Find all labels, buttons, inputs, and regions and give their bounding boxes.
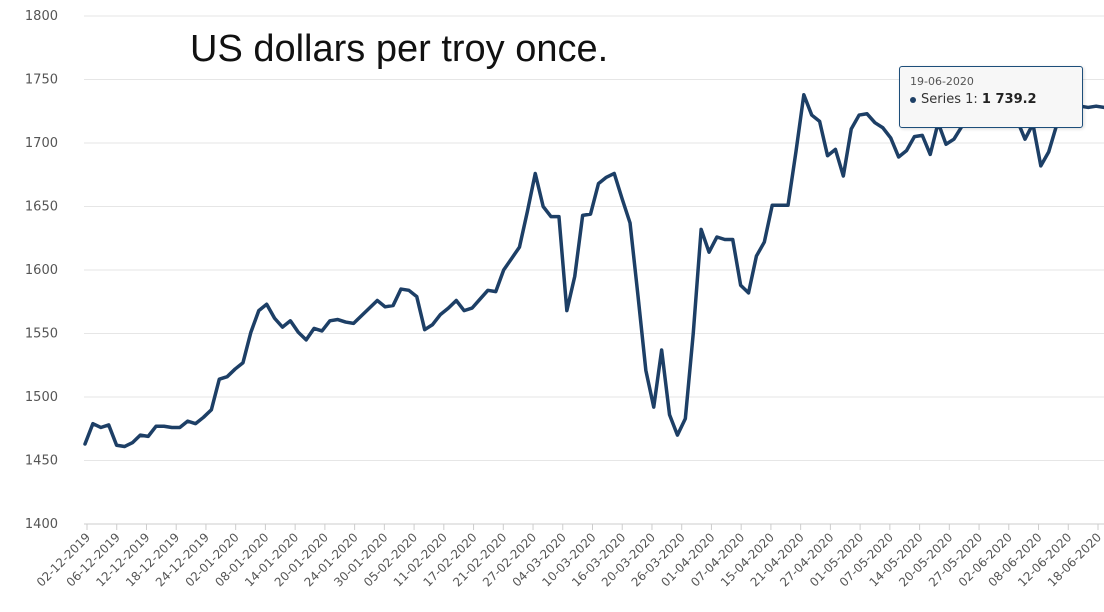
- data-tooltip: 19-06-2020 Series 1: 1 739.2: [899, 66, 1083, 128]
- y-tick-label: 1400: [25, 517, 58, 532]
- y-tick-label: 1700: [25, 136, 58, 151]
- y-tick-label: 1750: [25, 73, 58, 88]
- y-tick-label: 1800: [25, 9, 58, 24]
- series-line: [83, 92, 1104, 449]
- series-layer: [83, 92, 1104, 449]
- y-tick-label: 1600: [25, 263, 58, 278]
- tooltip-row: Series 1: 1 739.2: [910, 92, 1072, 107]
- tooltip-date: 19-06-2020: [910, 75, 974, 88]
- y-tick-label: 1450: [25, 454, 58, 469]
- y-axis-ticks: 1400 1450 1500 1550 1600 1650 1700 1750 1800: [25, 9, 58, 532]
- chart-title: US dollars per troy once.: [190, 28, 609, 70]
- x-axis-ticks: 02-12-201906-12-201912-12-201918-12-2019…: [34, 524, 1104, 589]
- y-tick-label: 1650: [25, 200, 58, 215]
- tooltip-value: 1 739.2: [981, 92, 1037, 107]
- tooltip-series-label: Series 1:: [921, 92, 982, 107]
- y-tick-label: 1550: [25, 327, 58, 342]
- y-tick-label: 1500: [25, 390, 58, 405]
- series-dot-icon: [910, 96, 916, 103]
